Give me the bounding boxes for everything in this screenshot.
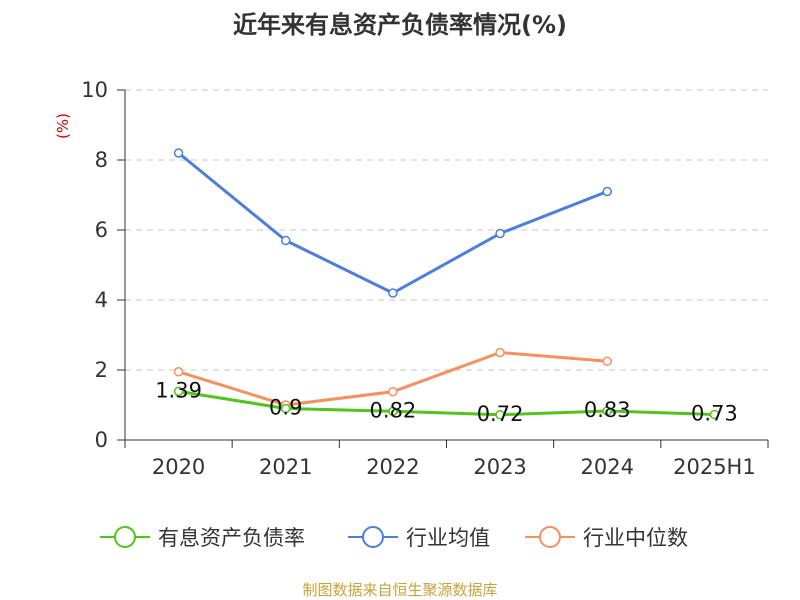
- data-point: [173, 148, 184, 158]
- legend-marker: [539, 526, 561, 548]
- data-label: 0.72: [477, 402, 524, 426]
- series-layer: [173, 148, 720, 420]
- series-line-3: [178, 351, 608, 407]
- x-tick-label: 2024: [581, 455, 634, 479]
- x-tick-label: 2023: [473, 455, 526, 479]
- x-tick-label: 2020: [152, 455, 205, 479]
- x-tick-label: 2022: [366, 455, 419, 479]
- footer-source: 制图数据来自恒生聚源数据库: [302, 581, 497, 599]
- data-label: 1.39: [155, 378, 202, 402]
- data-labels: 1.39 0.9 0.82 0.72 0.83 0.73: [155, 378, 738, 425]
- chart-title: 近年来有息资产负债率情况(%): [233, 11, 567, 39]
- y-tick-label: 6: [95, 218, 108, 242]
- x-tick-label: 2025H1: [673, 455, 756, 479]
- data-point: [495, 347, 505, 358]
- gridlines: [125, 89, 768, 371]
- axes: [124, 90, 768, 441]
- legend-label: 行业中位数: [583, 526, 688, 550]
- data-point: [602, 186, 612, 197]
- y-tick-label: 0: [95, 428, 108, 452]
- data-label: 0.82: [370, 398, 417, 422]
- series-line-2: [177, 151, 608, 295]
- data-point: [173, 386, 184, 397]
- data-point: [388, 386, 398, 397]
- x-tick-label: 2021: [259, 455, 312, 479]
- y-axis-ticks: 0 2 4 6 8 10: [81, 78, 125, 452]
- data-point: [173, 367, 184, 377]
- data-point: [281, 235, 291, 246]
- legend-label: 有息资产负债率: [158, 526, 305, 550]
- legend-label: 行业均值: [406, 526, 490, 550]
- legend: 有息资产负债率 行业均值 行业中位数: [100, 526, 688, 550]
- y-tick-label: 10: [81, 78, 108, 102]
- legend-marker: [362, 526, 384, 548]
- data-point: [709, 409, 720, 420]
- data-point: [602, 406, 612, 416]
- series-line-1: [178, 389, 715, 417]
- data-label: 0.83: [584, 398, 631, 422]
- data-label: 0.73: [691, 401, 738, 425]
- data-point: [281, 403, 291, 414]
- y-tick-label: 2: [95, 358, 108, 382]
- y-axis-label: (%): [54, 113, 72, 139]
- legend-marker: [114, 526, 136, 548]
- data-point: [602, 356, 612, 366]
- y-tick-label: 4: [95, 288, 108, 312]
- data-point: [495, 228, 505, 239]
- y-tick-label: 8: [95, 148, 108, 172]
- data-point: [495, 410, 505, 420]
- data-label: 0.9: [269, 396, 302, 420]
- x-axis-ticks: 2020 2021 2022 2023 2024 2025H1: [124, 440, 769, 479]
- data-point: [388, 288, 398, 298]
- data-point: [388, 406, 398, 417]
